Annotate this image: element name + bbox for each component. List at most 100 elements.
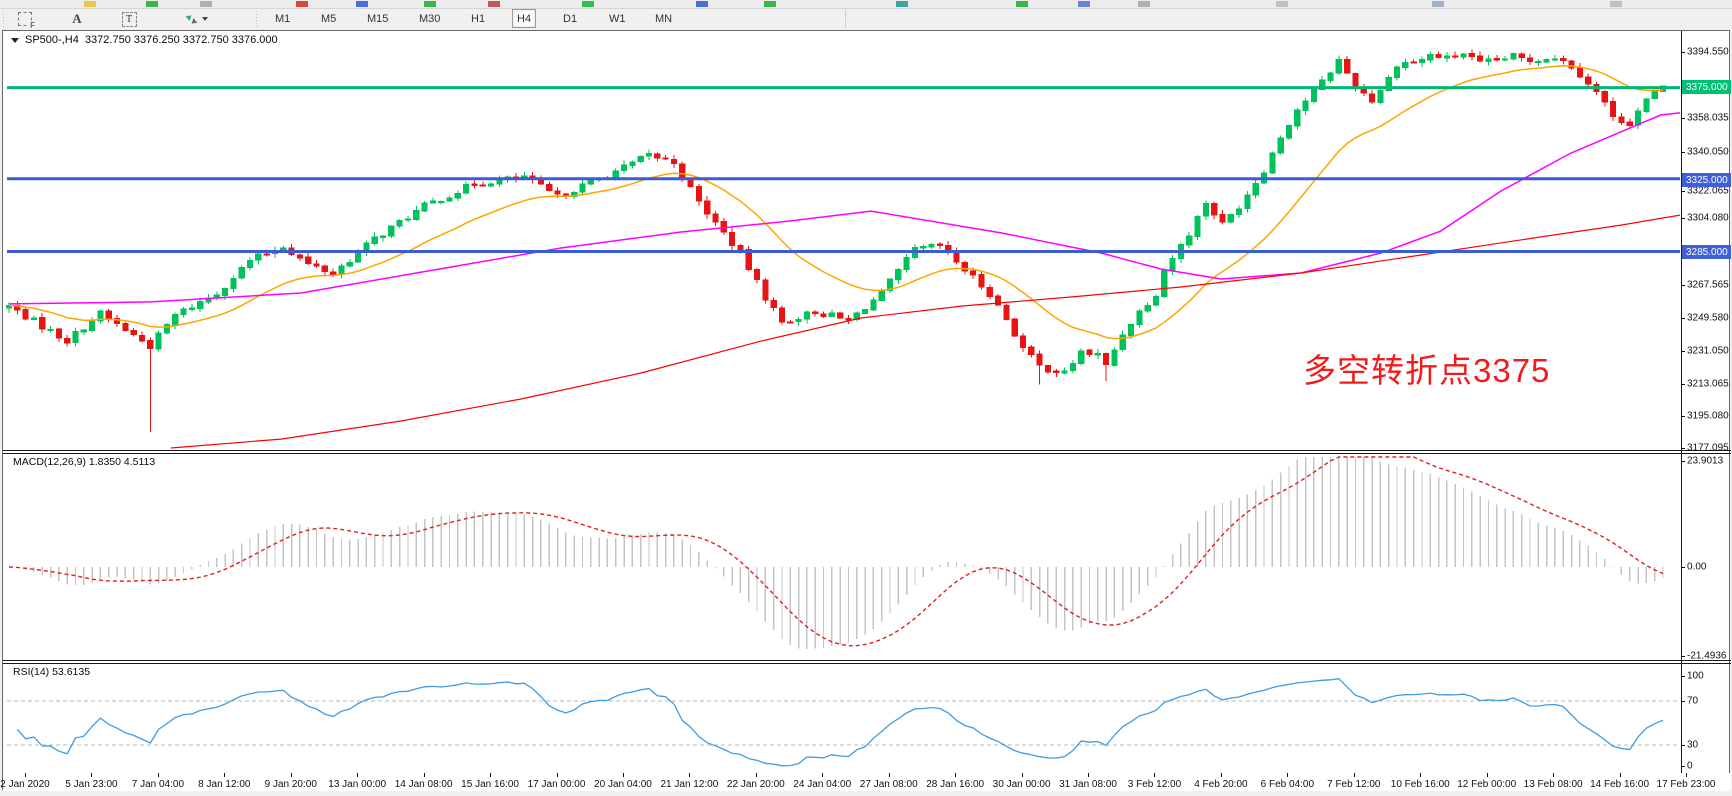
timeframe-button-w1[interactable]: W1 <box>609 12 626 25</box>
timeframe-button-m1[interactable]: M1 <box>275 12 291 25</box>
price-scale-label: 3249.580 <box>1687 312 1729 324</box>
candle-up <box>1335 58 1342 74</box>
text-label-tool-button[interactable]: A <box>66 10 88 28</box>
chart-text-annotation: 多空转折点3375 <box>1303 352 1551 389</box>
candle-down <box>1003 305 1010 321</box>
candle-up <box>371 236 378 245</box>
clipped-icon-fragment <box>1276 1 1288 7</box>
time-tick <box>423 773 425 777</box>
candle-down <box>1468 53 1475 57</box>
chart-canvas[interactable] <box>3 31 1731 789</box>
time-tick <box>888 773 890 777</box>
timeframe-button-mn[interactable]: MN <box>655 12 673 25</box>
candle-down <box>1626 121 1633 126</box>
time-tick <box>755 773 757 777</box>
panel-separator-rsi[interactable] <box>3 660 1731 661</box>
candle-up <box>1294 109 1301 127</box>
candle-up <box>246 260 254 269</box>
text-box-tool-button[interactable]: T <box>118 10 140 28</box>
time-tick <box>689 773 691 777</box>
candle-down <box>39 317 46 330</box>
timeframe-button-m5[interactable]: M5 <box>321 12 337 25</box>
candle-up <box>47 328 54 331</box>
candle-up <box>1460 53 1467 58</box>
arrows-icon <box>185 13 199 26</box>
candle-down <box>1560 57 1567 61</box>
candle-up <box>1144 305 1151 312</box>
candle-down <box>1103 353 1110 366</box>
candle-up <box>587 179 594 185</box>
clipped-upper-toolbar <box>0 0 1732 9</box>
clipped-icon-fragment <box>84 1 96 7</box>
timeframe-button-h1[interactable]: H1 <box>471 12 486 25</box>
time-scale-label: 6 Feb 04:00 <box>1260 779 1315 790</box>
panel-separator-macd[interactable] <box>3 450 1731 451</box>
candle-down <box>1219 214 1226 223</box>
scale-tick <box>1681 152 1685 153</box>
candle-up <box>1111 349 1118 366</box>
macd-scale-label: 23.9013 <box>1687 455 1724 467</box>
time-scale-label: 3 Feb 12:00 <box>1127 779 1182 790</box>
ma-mid-line <box>8 112 1681 305</box>
candle-down <box>712 213 719 223</box>
candle-up <box>172 313 179 326</box>
clipped-icon-fragment <box>696 1 708 7</box>
time-tick <box>1353 773 1355 777</box>
rsi-line <box>16 678 1664 767</box>
time-tick <box>822 773 824 777</box>
candle-up <box>795 319 802 323</box>
candle-down <box>321 265 328 273</box>
candle-up <box>155 332 162 350</box>
candle-up <box>637 155 644 163</box>
time-tick <box>1686 773 1687 777</box>
candle-up <box>828 312 835 317</box>
candle-down <box>471 183 478 187</box>
time-tick <box>1088 773 1090 777</box>
candle-up <box>421 202 428 212</box>
toolbar-grip-2[interactable] <box>255 11 260 27</box>
price-scale-label: 3394.550 <box>1687 46 1729 58</box>
candle-down <box>1019 335 1027 348</box>
timeframe-button-m30[interactable]: M30 <box>419 12 441 25</box>
candle-up <box>920 246 927 249</box>
candle-down <box>1452 55 1459 58</box>
timeframe-button-m15[interactable]: M15 <box>367 12 389 25</box>
candle-up <box>89 320 96 331</box>
toolbar-grip[interactable] <box>2 11 7 27</box>
candle-up <box>1319 79 1326 90</box>
timeframe-button-h4[interactable]: H4 <box>512 9 537 28</box>
candle-up <box>1427 54 1434 61</box>
price-tag-3285000: 3285.000 <box>1682 245 1731 259</box>
price-scale-label: 3231.050 <box>1687 345 1729 357</box>
collapse-triangle-icon[interactable] <box>11 37 19 43</box>
time-tick <box>1486 773 1488 777</box>
candle-up <box>1069 363 1076 371</box>
candle-up <box>454 192 461 199</box>
candle-up <box>388 225 395 237</box>
candle-down <box>22 308 29 320</box>
candle-down <box>845 317 852 321</box>
candle-down <box>1610 100 1617 118</box>
candle-up <box>354 251 362 263</box>
price-scale-label: 3177.095 <box>1687 442 1729 454</box>
shapes-tool-button[interactable] <box>180 10 214 28</box>
candle-up <box>188 307 195 310</box>
candle-up <box>487 183 495 187</box>
candle-up <box>1252 182 1259 196</box>
scale-tick <box>1681 318 1685 319</box>
crosshair-tool-button[interactable]: F <box>14 10 36 30</box>
timeframe-button-d1[interactable]: D1 <box>563 12 578 25</box>
candle-up <box>429 200 436 204</box>
symbol-period-label: SP500-,H4 <box>25 34 79 46</box>
candle-up <box>1236 208 1243 215</box>
time-tick <box>25 773 26 777</box>
candle-up <box>1501 58 1509 61</box>
candle-down <box>670 158 678 165</box>
time-scale[interactable]: 2 Jan 2020 5 Jan 23:00 7 Jan 04:00 8 Jan 12… <box>0 773 1731 791</box>
time-scale-label: 7 Jan 04:00 <box>131 779 185 790</box>
candle-up <box>396 219 403 227</box>
chart-window[interactable]: SP500-,H4 3372.750 3376.250 3372.750 337… <box>0 30 1731 791</box>
candle-up <box>1202 203 1209 217</box>
clipped-icon-fragment <box>1016 1 1028 7</box>
candle-up <box>1485 58 1492 63</box>
